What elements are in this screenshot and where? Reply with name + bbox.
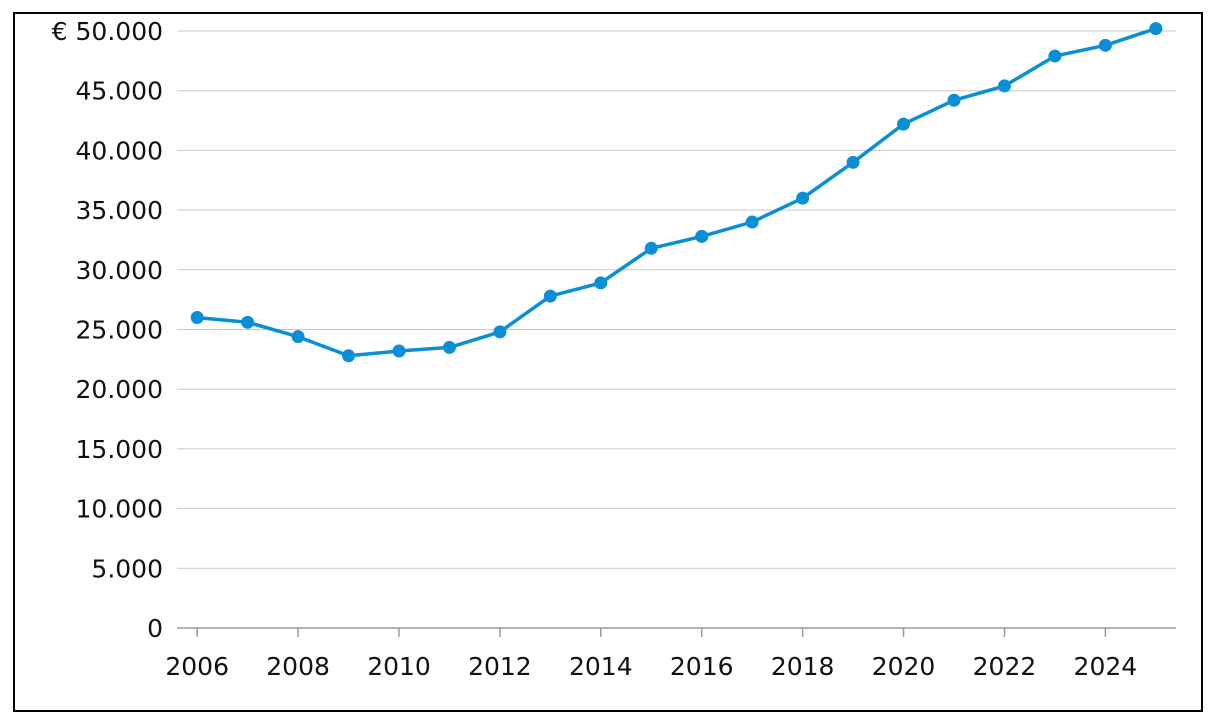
y-tick-label: 25.000 <box>76 316 163 345</box>
y-tick-label: 15.000 <box>76 435 163 464</box>
data-point <box>1149 22 1163 36</box>
data-point <box>796 191 810 205</box>
x-tick-label: 2024 <box>1074 652 1138 681</box>
data-point <box>190 311 204 325</box>
data-point <box>897 117 911 131</box>
data-point <box>1048 49 1062 63</box>
data-point <box>644 241 658 255</box>
data-point <box>695 229 709 243</box>
y-tick-label: 35.000 <box>76 196 163 225</box>
data-point <box>947 93 961 107</box>
data-point <box>997 79 1011 93</box>
data-point <box>543 289 557 303</box>
data-point <box>241 315 255 329</box>
x-tick-label: 2022 <box>973 652 1037 681</box>
data-point <box>493 325 507 339</box>
y-tick-label: 5.000 <box>91 554 163 583</box>
line-chart: 0 5.000 10.000 15.000 20.000 25.000 30.000 35.0… <box>52 17 1176 681</box>
data-point <box>594 276 608 290</box>
x-axis <box>177 627 1176 637</box>
x-tick-label: 2006 <box>165 652 229 681</box>
x-tick-label: 2020 <box>872 652 936 681</box>
y-tick-label: 20.000 <box>76 375 163 404</box>
x-tick-label: 2018 <box>771 652 835 681</box>
data-point <box>392 344 406 358</box>
x-tick-label: 2012 <box>468 652 532 681</box>
y-axis-tick-labels: 0 5.000 10.000 15.000 20.000 25.000 30.000 35.0… <box>52 17 163 643</box>
series-line <box>195 26 1158 358</box>
y-tick-label: 0 <box>147 614 163 643</box>
y-tick-label: 45.000 <box>76 77 163 106</box>
x-tick-label: 2014 <box>569 652 633 681</box>
data-point <box>291 330 305 344</box>
data-point <box>846 155 860 169</box>
data-point <box>342 349 356 363</box>
x-tick-label: 2008 <box>266 652 330 681</box>
data-point <box>745 215 759 229</box>
data-point <box>1098 38 1112 52</box>
gridlines <box>177 30 1176 569</box>
y-tick-label: 30.000 <box>76 256 163 285</box>
y-tick-label: 10.000 <box>76 495 163 524</box>
x-tick-label: 2016 <box>670 652 734 681</box>
x-tick-label: 2010 <box>367 652 431 681</box>
y-tick-label: 40.000 <box>76 136 163 165</box>
chart-frame: 0 5.000 10.000 15.000 20.000 25.000 30.000 35.0… <box>13 12 1203 712</box>
series <box>190 22 1163 363</box>
data-point <box>442 340 456 354</box>
x-axis-tick-labels: 2006 2008 2010 2012 2014 2016 2018 2020 2022 2024 <box>165 652 1137 681</box>
y-tick-label: € 50.000 <box>52 17 163 46</box>
